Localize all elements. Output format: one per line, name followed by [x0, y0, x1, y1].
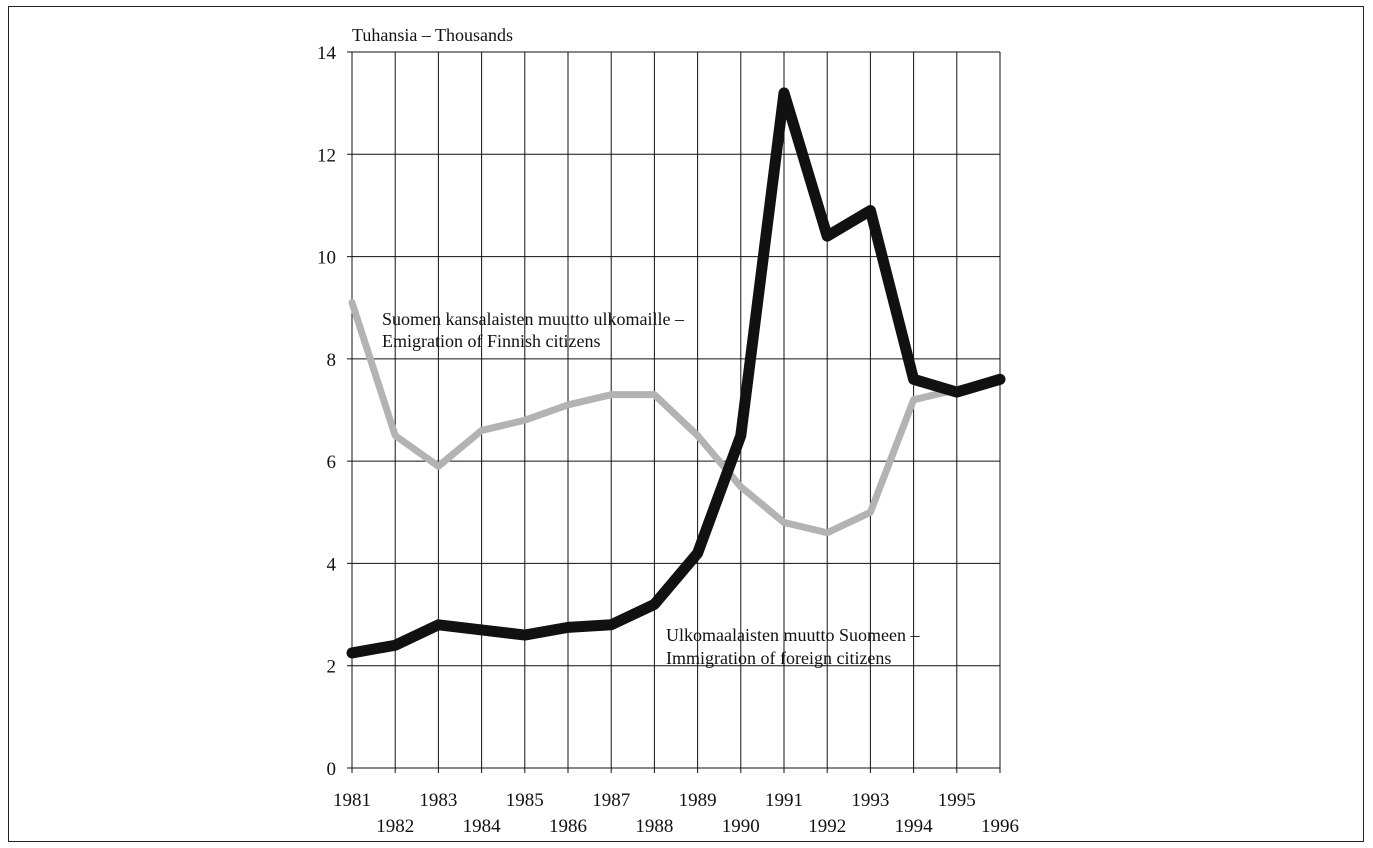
x-tick-label: 1992 [808, 816, 846, 837]
immigration-annotation: Ulkomaalaisten muutto Suomeen – Immigrat… [666, 625, 920, 668]
x-tick-label: 1985 [506, 790, 544, 811]
x-tick-label: 1993 [851, 790, 889, 811]
chart-frame [8, 6, 1364, 842]
x-tick-label: 1983 [419, 790, 457, 811]
y-tick-label: 8 [327, 350, 337, 371]
gridlines [347, 51, 1001, 773]
y-unit-label: Tuhansia – Thousands [352, 25, 513, 45]
y-tick-label: 2 [327, 657, 337, 678]
y-tick-label: 12 [317, 145, 336, 166]
x-tick-labels: 1981 1983 1985 1987 1989 1991 1993 1995 1982 1984… [333, 790, 1019, 837]
immigration-label-line1: Ulkomaalaisten muutto Suomeen – [666, 625, 920, 645]
y-tick-label: 6 [327, 452, 337, 473]
y-tick-label: 14 [317, 43, 337, 64]
x-tick-label: 1982 [376, 816, 414, 837]
emigration-label-line1: Suomen kansalaisten muutto ulkomaille – [382, 309, 685, 329]
emigration-label-line2: Emigration of Finnish citizens [382, 331, 600, 351]
emigration-line [348, 299, 1004, 537]
x-tick-label: 1987 [592, 790, 630, 811]
x-tick-label: 1988 [635, 816, 673, 837]
immigration-line [346, 87, 1006, 659]
x-tick-label: 1984 [463, 816, 502, 837]
immigration-label-line2: Immigration of foreign citizens [666, 648, 891, 668]
x-tick-label: 1981 [333, 790, 371, 811]
x-tick-label: 1996 [981, 816, 1019, 837]
x-tick-label: 1995 [938, 790, 976, 811]
y-tick-label: 10 [317, 248, 336, 269]
y-tick-label: 4 [327, 554, 337, 575]
x-tick-label: 1994 [895, 816, 934, 837]
series-lines [346, 87, 1006, 659]
y-tick-labels: 0 2 4 6 8 10 12 14 [317, 43, 337, 780]
x-tick-label: 1989 [679, 790, 717, 811]
y-tick-label: 0 [327, 759, 337, 780]
x-tick-label: 1990 [722, 816, 760, 837]
x-tick-label: 1991 [765, 790, 803, 811]
emigration-annotation: Suomen kansalaisten muutto ulkomaille – … [382, 309, 685, 351]
x-tick-label: 1986 [549, 816, 587, 837]
